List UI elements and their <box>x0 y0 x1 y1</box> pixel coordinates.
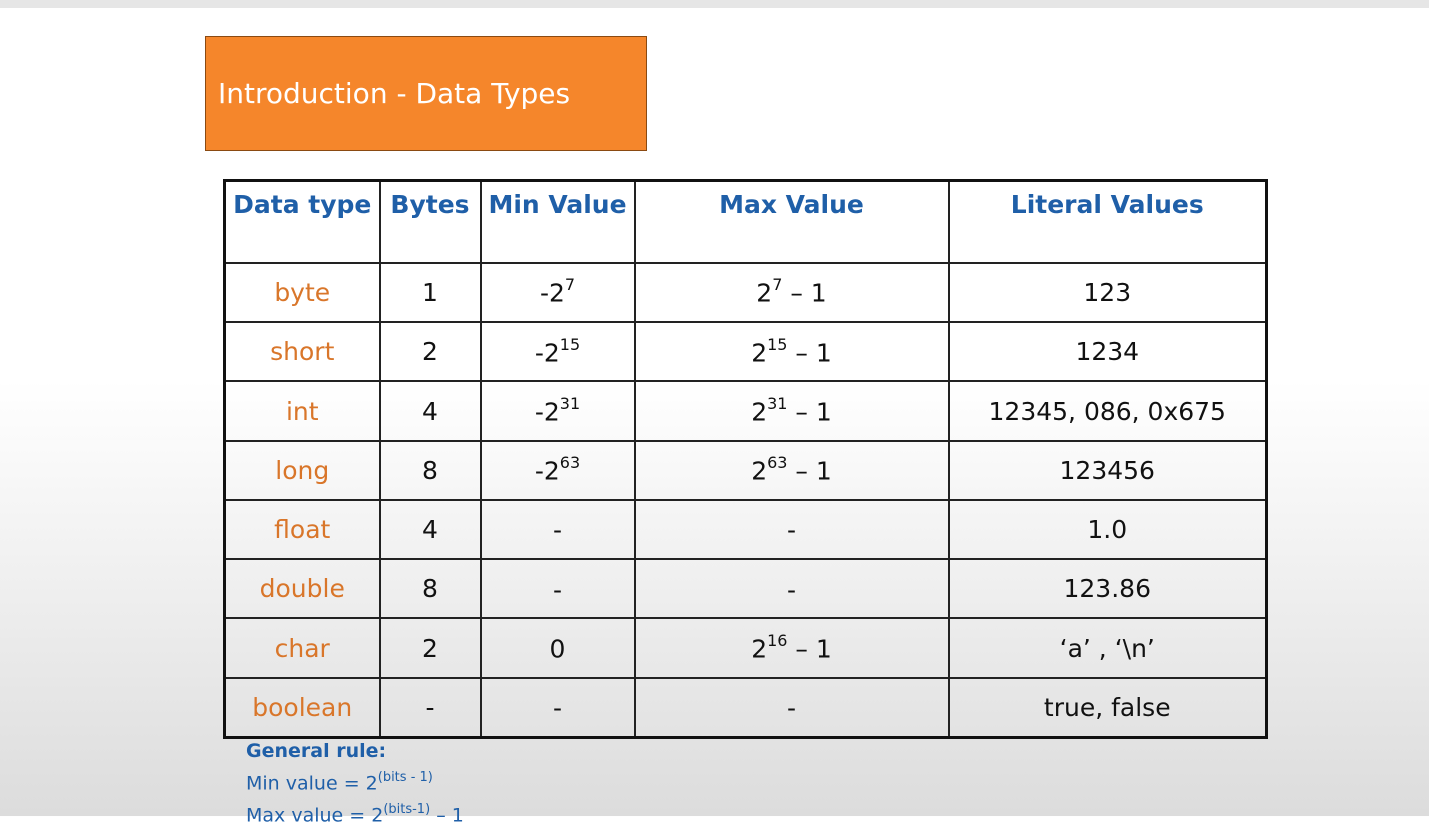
cell-min: -231 <box>479 380 636 442</box>
cell-max: - <box>633 558 950 620</box>
min-rule-exponent: (bits - 1) <box>377 770 433 785</box>
max-exponent: 63 <box>767 453 788 473</box>
cell-literal: 123456 <box>947 439 1268 501</box>
cell-type: int <box>223 380 381 442</box>
cell-literal: 123.86 <box>947 558 1268 620</box>
table-row: double 8 - - 123.86 <box>223 558 1268 620</box>
cell-type: float <box>223 498 381 561</box>
cell-bytes: 4 <box>378 498 482 561</box>
max-base: - <box>786 515 797 545</box>
max-base: 2 <box>751 397 768 427</box>
cell-type: long <box>223 439 381 501</box>
cell-min: -27 <box>479 261 636 324</box>
min-base: -2 <box>534 338 560 368</box>
max-suffix: – 1 <box>787 338 832 368</box>
header-max-value: Max Value <box>633 179 950 264</box>
min-base: -2 <box>539 278 565 308</box>
cell-bytes: - <box>378 676 482 739</box>
max-suffix: – 1 <box>782 278 827 308</box>
cell-type: char <box>223 617 381 679</box>
cell-bytes: 2 <box>378 321 482 383</box>
cell-literal: true, false <box>947 676 1268 739</box>
cell-max: 263 – 1 <box>633 439 950 501</box>
min-base: - <box>552 515 563 545</box>
cell-min: -263 <box>479 439 636 501</box>
table-row: short 2 -215 215 – 1 1234 <box>223 321 1268 383</box>
cell-type: short <box>223 321 381 383</box>
cell-max: 27 – 1 <box>633 261 950 324</box>
max-exponent: 7 <box>772 275 783 295</box>
max-exponent: 31 <box>767 393 788 413</box>
table-row: boolean - - - true, false <box>223 676 1268 739</box>
min-base: - <box>552 574 563 604</box>
data-types-table: Data type Bytes Min Value Max Value Lite… <box>223 179 1268 739</box>
max-value-rule: Max value = 2(bits-1) – 1 <box>246 797 464 829</box>
header-bytes: Bytes <box>378 179 482 264</box>
max-base: - <box>786 574 797 604</box>
cell-literal: 1234 <box>947 321 1268 383</box>
cell-max: 231 – 1 <box>633 380 950 442</box>
min-base: -2 <box>534 456 560 486</box>
min-value-rule: Min value = 2(bits - 1) <box>246 765 464 797</box>
cell-min: - <box>479 558 636 620</box>
data-types-table-container: Data type Bytes Min Value Max Value Lite… <box>223 179 1268 739</box>
header-literal-values: Literal Values <box>947 179 1268 264</box>
cell-max: 216 – 1 <box>633 617 950 679</box>
cell-min: -215 <box>479 321 636 383</box>
header-min-value: Min Value <box>479 179 636 264</box>
cell-bytes: 8 <box>378 558 482 620</box>
cell-literal: ‘a’ , ‘\n’ <box>947 617 1268 679</box>
cell-min: - <box>479 498 636 561</box>
max-base: 2 <box>756 278 773 308</box>
min-base: - <box>552 693 563 723</box>
cell-min: 0 <box>479 617 636 679</box>
slide-title-box: Introduction - Data Types <box>205 36 647 151</box>
cell-literal: 1.0 <box>947 498 1268 561</box>
table-row: int 4 -231 231 – 1 12345, 086, 0x675 <box>223 380 1268 442</box>
cell-max: 215 – 1 <box>633 321 950 383</box>
max-suffix: – 1 <box>787 456 832 486</box>
cell-type: boolean <box>223 676 381 739</box>
cell-max: - <box>633 498 950 561</box>
cell-bytes: 8 <box>378 439 482 501</box>
min-rule-prefix: Min value = 2 <box>246 772 378 795</box>
cell-bytes: 1 <box>378 261 482 324</box>
max-rule-exponent: (bits-1) <box>383 802 431 818</box>
table-header-row: Data type Bytes Min Value Max Value Lite… <box>223 179 1268 264</box>
max-exponent: 16 <box>767 630 788 650</box>
min-exponent: 7 <box>564 275 576 295</box>
cell-min: - <box>479 676 636 739</box>
slide-title: Introduction - Data Types <box>218 77 571 110</box>
max-suffix: – 1 <box>787 397 832 427</box>
cell-literal: 12345, 086, 0x675 <box>947 380 1268 442</box>
cell-bytes: 2 <box>378 617 482 679</box>
header-data-type: Data type <box>223 179 381 264</box>
max-base: 2 <box>751 456 768 486</box>
top-bar <box>0 0 1429 8</box>
min-base: -2 <box>534 397 560 427</box>
min-exponent: 15 <box>559 334 581 354</box>
min-exponent: 31 <box>559 393 581 413</box>
min-base: 0 <box>549 634 566 664</box>
cell-literal: 123 <box>947 261 1268 324</box>
max-base: 2 <box>751 338 768 368</box>
table-row: float 4 - - 1.0 <box>223 498 1268 561</box>
cell-max: - <box>633 676 950 739</box>
cell-type: double <box>223 558 381 620</box>
max-base: 2 <box>751 634 768 664</box>
table-row: char 2 0 216 – 1 ‘a’ , ‘\n’ <box>223 617 1268 679</box>
table-row: long 8 -263 263 – 1 123456 <box>223 439 1268 501</box>
min-exponent: 63 <box>559 453 581 473</box>
general-rule-title: General rule: <box>246 740 387 762</box>
max-exponent: 15 <box>767 334 788 354</box>
max-suffix: – 1 <box>787 634 832 664</box>
max-base: - <box>786 693 797 723</box>
table-row: byte 1 -27 27 – 1 123 <box>223 261 1268 324</box>
cell-bytes: 4 <box>378 380 482 442</box>
cell-type: byte <box>223 261 381 324</box>
